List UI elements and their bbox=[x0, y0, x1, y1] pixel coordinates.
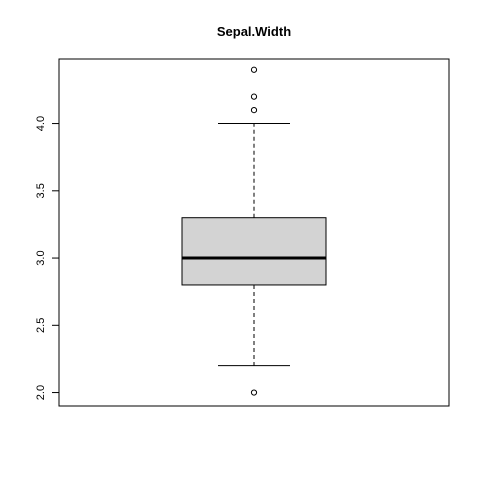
y-tick-label: 2.5 bbox=[35, 318, 47, 333]
y-axis: 2.0 2.5 3.0 3.5 4.0 bbox=[35, 116, 60, 400]
box-plot bbox=[181, 123, 327, 367]
outlier-point bbox=[250, 93, 258, 100]
chart-title: Sepal.Width bbox=[217, 24, 291, 39]
outlier-point bbox=[250, 389, 258, 396]
iqr-box bbox=[181, 217, 327, 286]
outlier-point bbox=[250, 66, 258, 73]
y-tick-label: 2.0 bbox=[35, 385, 47, 400]
outlier-point bbox=[250, 107, 258, 114]
y-tick-label: 3.0 bbox=[35, 250, 47, 265]
outliers bbox=[250, 66, 258, 396]
y-tick-label: 3.5 bbox=[35, 183, 47, 198]
y-tick-label: 4.0 bbox=[35, 116, 47, 131]
